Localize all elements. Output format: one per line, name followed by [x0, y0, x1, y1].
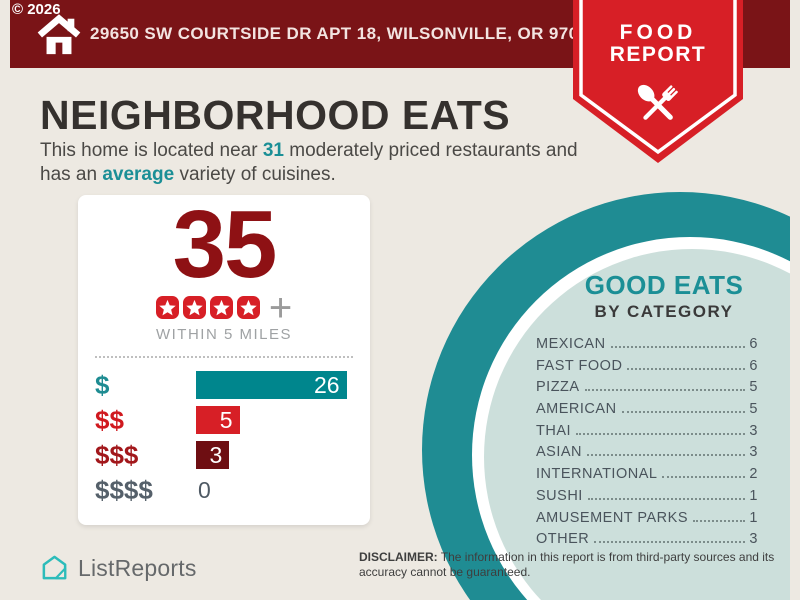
- category-label: THAI: [536, 422, 572, 439]
- disclaimer-line1: The information in this report is from t…: [437, 550, 775, 564]
- category-label: SUSHI: [536, 487, 583, 504]
- dotted-leader: [584, 389, 746, 392]
- badge-line1: FOOD: [619, 21, 697, 44]
- list-item: THAI 3: [536, 423, 758, 445]
- category-label: PIZZA: [536, 379, 580, 396]
- category-label: FAST FOOD: [536, 357, 623, 374]
- subtitle-text: This home is located near: [40, 140, 263, 161]
- bar-value: 3: [209, 441, 223, 468]
- dotted-leader: [621, 411, 746, 414]
- variety-highlight: average: [102, 163, 175, 185]
- radius-label: WITHIN 5 MILES: [155, 326, 292, 344]
- price-label-2: $$$: [95, 439, 139, 470]
- category-value: 1: [749, 509, 758, 526]
- list-item: PIZZA 5: [536, 379, 758, 401]
- home-icon: [37, 14, 81, 55]
- category-label: AMERICAN: [536, 401, 617, 418]
- category-value: 6: [749, 357, 758, 374]
- star-icon: [155, 296, 179, 320]
- disclaimer-label: DISCLAIMER:: [359, 550, 438, 564]
- content-area: GOOD EATS BY CATEGORY MEXICAN 6 FAST FOOD…: [10, 0, 790, 600]
- dotted-leader: [587, 497, 746, 500]
- subtitle-text: variety of cuisines.: [174, 163, 336, 185]
- disclaimer-line2: accuracy cannot be guaranteed.: [359, 564, 531, 579]
- price-label-3: $$$$: [95, 474, 153, 505]
- star-rating: +: [78, 285, 370, 330]
- disclaimer-text: DISCLAIMER: The information in this repo…: [359, 550, 799, 579]
- category-label: MEXICAN: [536, 336, 606, 352]
- category-value: 5: [749, 401, 758, 418]
- page-subtitle: This home is located near 31 moderately …: [40, 139, 578, 186]
- category-panel-subtitle: BY CATEGORY: [594, 301, 734, 321]
- price-bar-row: $ 26: [95, 369, 370, 400]
- dotted-leader: [693, 519, 746, 522]
- dotted-leader: [627, 367, 746, 370]
- price-bar-row: $$ 5: [95, 404, 370, 435]
- star-icon: [209, 296, 233, 320]
- total-restaurants: 35: [172, 191, 278, 298]
- plus-icon: +: [268, 285, 293, 330]
- price-bar-chart: $ 26 $$ 5 $$$ 3 $$$$ 0 0: [78, 369, 370, 505]
- category-value: 3: [749, 422, 758, 439]
- category-value: 5: [749, 379, 758, 396]
- list-item: AMUSEMENT PARKS 1: [536, 510, 758, 532]
- category-value: 2: [749, 466, 758, 483]
- subtitle-text: moderately priced restaurants and: [283, 140, 578, 161]
- price-label-1: $$: [95, 404, 124, 435]
- list-item: FAST FOOD 6: [536, 358, 758, 380]
- dotted-leader: [610, 346, 746, 348]
- dotted-leader: [576, 432, 746, 435]
- list-item: AMERICAN 5: [536, 401, 758, 423]
- list-item: ASIAN 3: [536, 444, 758, 466]
- category-label: ASIAN: [536, 444, 583, 461]
- bar-value: 26: [314, 371, 340, 398]
- category-value: 3: [749, 444, 758, 461]
- listreports-house-icon: [42, 555, 67, 580]
- category-label: AMUSEMENT PARKS: [536, 509, 688, 526]
- category-value: 1: [749, 487, 758, 504]
- crossed-spoon-fork-icon: [637, 84, 678, 120]
- summary-card: 3 5 + WITHIN 5 MILES $ 26 $$ 5 $$$ 3: [78, 195, 370, 525]
- list-item: INTERNATIONAL 2: [536, 466, 758, 488]
- dotted-divider: [95, 356, 353, 359]
- property-address: 29650 SW COURTSIDE DR APT 18, WILSONVILL…: [90, 24, 599, 43]
- category-list: MEXICAN 6 FAST FOOD 6 PIZZA 5 AMERICAN 5 THA…: [536, 336, 758, 553]
- price-bar-row: $$$ 3: [95, 439, 370, 470]
- category-panel-heading: GOOD EATS BY CATEGORY: [534, 271, 790, 322]
- restaurant-count: 31: [262, 140, 284, 161]
- bar-value: 5: [219, 406, 233, 433]
- badge-text: FOOD REPORT: [573, 21, 743, 67]
- brand-name: ListReports: [78, 555, 197, 581]
- dotted-leader: [594, 541, 746, 544]
- list-item: MEXICAN 6: [536, 336, 758, 358]
- category-label: INTERNATIONAL: [536, 466, 658, 483]
- copyright-text: © 2026: [12, 1, 61, 18]
- dotted-leader: [662, 476, 746, 479]
- food-report-badge: FOOD REPORT: [573, 0, 743, 168]
- price-label-0: $: [95, 369, 110, 400]
- badge-line2: REPORT: [609, 43, 707, 67]
- category-panel-title: GOOD EATS: [584, 270, 744, 300]
- list-item: SUSHI 1: [536, 488, 758, 510]
- listreports-logo: ListReports: [40, 554, 197, 583]
- page-title: NEIGHBORHOOD EATS: [40, 92, 511, 138]
- price-bar-fill-1: 5: [196, 406, 240, 435]
- category-label: OTHER: [536, 531, 590, 548]
- list-item: OTHER 3: [536, 531, 758, 553]
- category-value: 3: [749, 531, 758, 548]
- star-icon: [236, 296, 260, 320]
- star-icon: [182, 296, 206, 320]
- zero-value-3: 0: [198, 476, 211, 503]
- price-bar-fill-2: 3: [196, 441, 230, 470]
- ribbon-shape: [573, 0, 743, 163]
- price-bar-row: $$$$ 0 0: [95, 474, 370, 505]
- dotted-leader: [587, 454, 746, 457]
- price-bar-fill-0: 26: [196, 371, 347, 400]
- category-value: 6: [749, 336, 758, 352]
- subtitle-text: has an: [40, 163, 103, 185]
